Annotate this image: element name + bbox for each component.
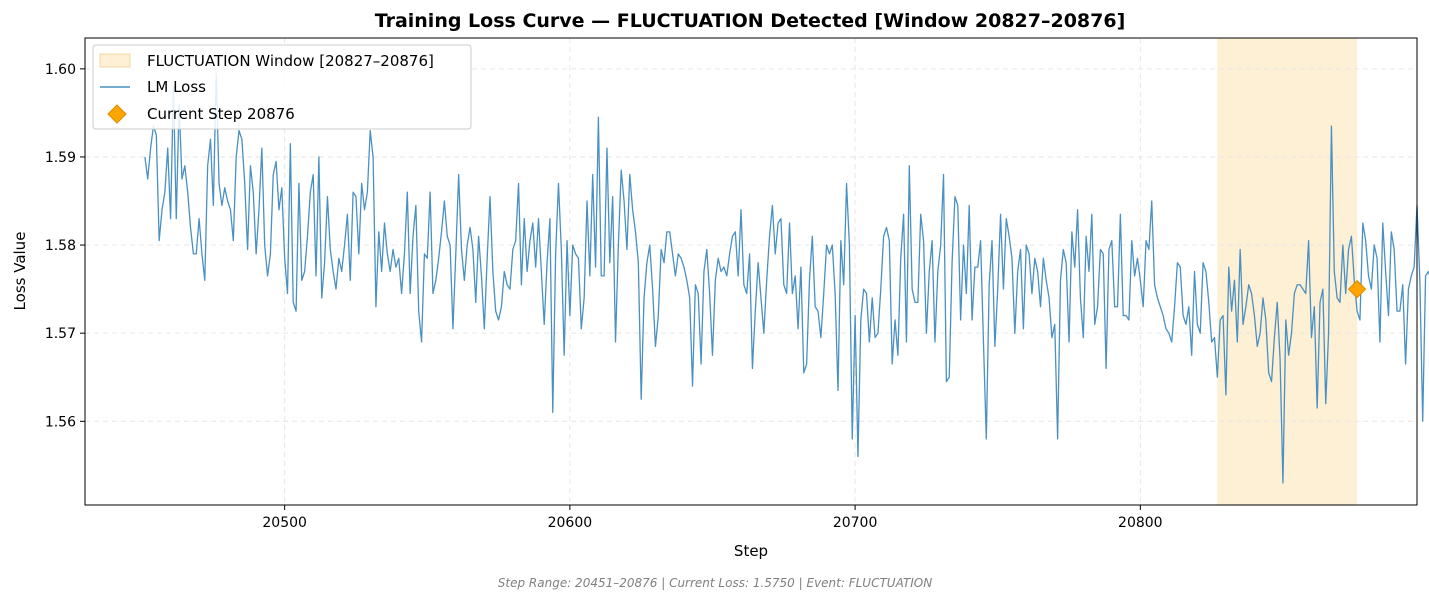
x-axis-label: Step xyxy=(734,542,768,560)
x-axis-ticks: 20500 20600 20700 20800 xyxy=(262,505,1163,531)
y-tick-label-1: 1.57 xyxy=(45,326,76,342)
legend-box xyxy=(92,44,472,130)
x-tick-label-0: 20500 xyxy=(262,515,307,531)
y-tick-label-4: 1.60 xyxy=(45,62,76,78)
series-layer xyxy=(144,72,1429,484)
legend-series-label: LM Loss xyxy=(147,78,206,96)
legend-window-label: FLUCTUATION Window [20827–20876] xyxy=(147,52,434,70)
legend-marker-swatch xyxy=(107,104,127,124)
legend: FLUCTUATION Window [20827–20876] LM Loss… xyxy=(92,44,472,130)
footer-summary: Step Range: 20451–20876 | Current Loss: … xyxy=(498,576,932,590)
fluctuation-window-band xyxy=(1217,38,1358,505)
x-tick-label-2: 20700 xyxy=(833,515,878,531)
plot-frame xyxy=(84,37,1418,506)
y-tick-label-0: 1.56 xyxy=(45,414,76,430)
current-step-marker xyxy=(1347,279,1367,299)
y-tick-label-3: 1.59 xyxy=(45,150,76,166)
y-axis-ticks: 1.56 1.57 1.58 1.59 1.60 xyxy=(45,62,85,430)
legend-marker-label: Current Step 20876 xyxy=(147,105,295,123)
y-tick-label-2: 1.58 xyxy=(45,238,76,254)
y-axis-label: Loss Value xyxy=(11,232,29,311)
plot-area xyxy=(84,37,1429,506)
fluctuation-window-rect xyxy=(1217,38,1358,505)
chart-title: Training Loss Curve — FLUCTUATION Detect… xyxy=(375,10,1126,32)
x-tick-label-3: 20800 xyxy=(1118,515,1163,531)
legend-window-swatch xyxy=(99,53,131,68)
series-line-lm-loss xyxy=(144,72,1429,484)
marker-layer xyxy=(1347,279,1367,299)
x-tick-label-1: 20600 xyxy=(548,515,593,531)
